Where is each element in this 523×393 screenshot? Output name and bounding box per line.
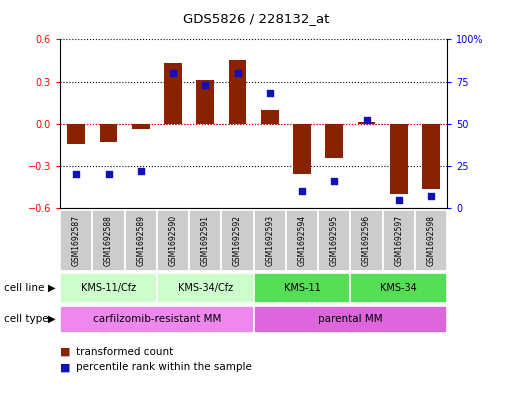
Bar [254,272,350,303]
Point [362,117,371,123]
Text: GSM1692597: GSM1692597 [394,215,403,266]
Bar [67,124,85,143]
Text: GSM1692598: GSM1692598 [427,215,436,266]
Bar [60,272,157,303]
Bar [254,306,447,333]
Bar [293,124,311,174]
Bar [189,210,221,271]
Bar [415,210,447,271]
Bar [350,272,447,303]
Text: GSM1692591: GSM1692591 [201,215,210,266]
Text: KMS-34: KMS-34 [380,283,417,293]
Text: parental MM: parental MM [318,314,383,324]
Bar [93,210,124,271]
Text: cell line: cell line [4,283,44,293]
Text: GSM1692596: GSM1692596 [362,215,371,266]
Bar [358,122,376,124]
Point [330,178,338,184]
Bar [286,210,318,271]
Bar [60,306,254,333]
Point [137,168,145,174]
Point [427,193,435,200]
Text: GSM1692589: GSM1692589 [137,215,145,266]
Text: ■: ■ [60,347,71,357]
Bar [124,210,157,271]
Text: cell type: cell type [4,314,49,324]
Point [201,82,209,88]
Bar [261,110,279,124]
Point [72,171,81,178]
Text: GSM1692590: GSM1692590 [168,215,177,266]
Text: ▶: ▶ [48,283,55,293]
Bar [157,210,189,271]
Bar [254,210,286,271]
Point [395,196,403,203]
Text: GDS5826 / 228132_at: GDS5826 / 228132_at [183,12,329,25]
Bar [132,124,150,129]
Text: GSM1692593: GSM1692593 [265,215,274,266]
Bar [164,63,182,124]
Bar [318,210,350,271]
Bar [422,124,440,189]
Bar [350,210,383,271]
Bar [100,124,117,142]
Bar [221,210,254,271]
Text: GSM1692592: GSM1692592 [233,215,242,266]
Text: KMS-11: KMS-11 [283,283,321,293]
Point [169,70,177,76]
Bar [60,210,93,271]
Text: percentile rank within the sample: percentile rank within the sample [76,362,252,373]
Text: carfilzomib-resistant MM: carfilzomib-resistant MM [93,314,221,324]
Bar [157,272,254,303]
Text: transformed count: transformed count [76,347,173,357]
Point [298,188,306,195]
Bar [383,210,415,271]
Text: GSM1692594: GSM1692594 [298,215,306,266]
Text: KMS-34/Cfz: KMS-34/Cfz [178,283,233,293]
Text: ▶: ▶ [48,314,55,324]
Text: KMS-11/Cfz: KMS-11/Cfz [81,283,136,293]
Point [233,70,242,76]
Text: GSM1692595: GSM1692595 [330,215,339,266]
Bar [229,61,246,124]
Text: GSM1692588: GSM1692588 [104,215,113,266]
Bar [390,124,407,194]
Point [105,171,113,178]
Point [266,90,274,97]
Bar [325,124,343,158]
Text: GSM1692587: GSM1692587 [72,215,81,266]
Bar [197,80,214,124]
Text: ■: ■ [60,362,71,373]
